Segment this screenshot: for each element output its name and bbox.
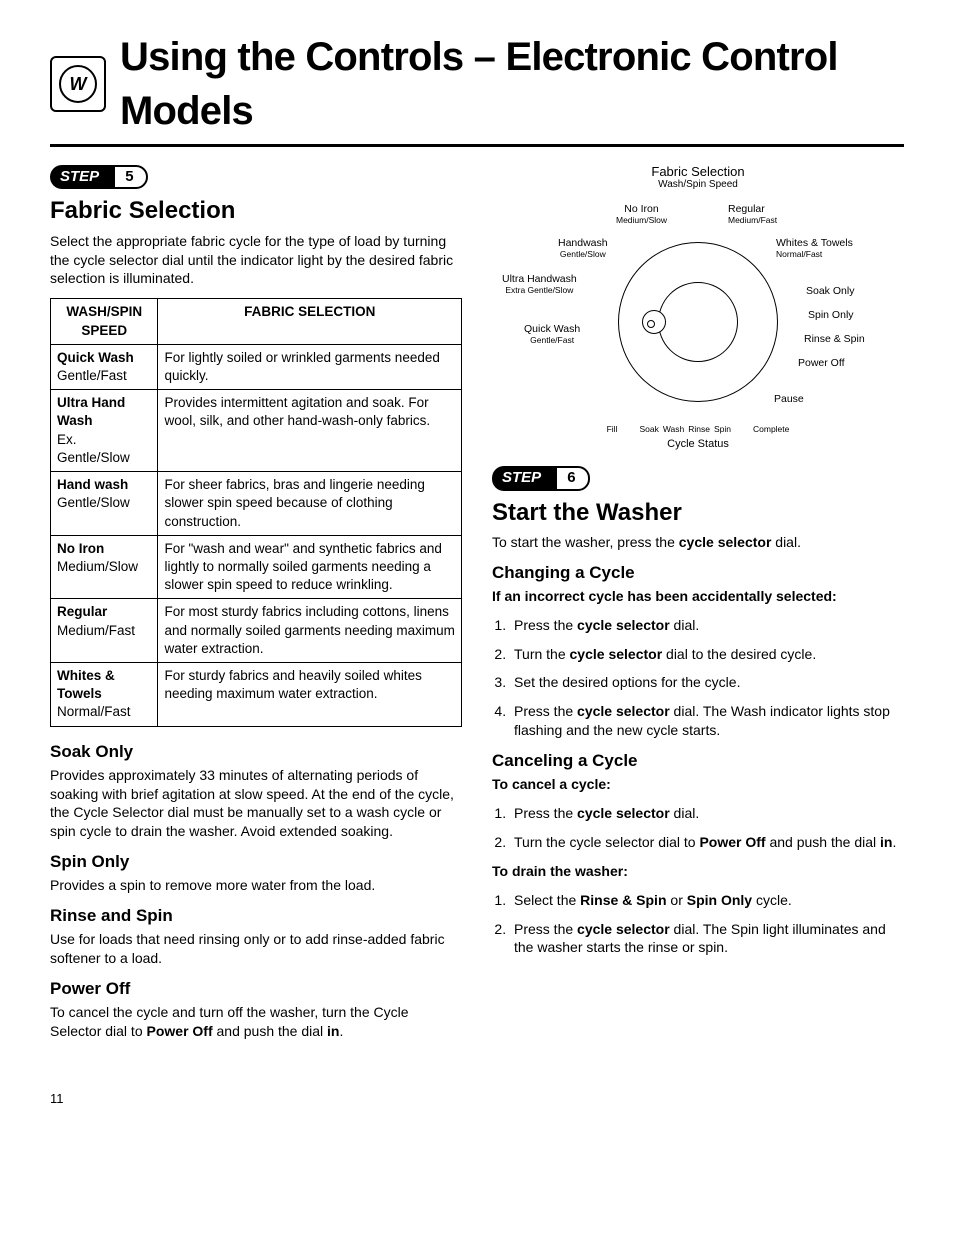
step-label: STEP (492, 466, 557, 490)
list-item: Press the cycle selector dial. The Spin … (510, 920, 904, 958)
changing-cycle-heading: Changing a Cycle (492, 562, 904, 585)
dial-label: Quick WashGentle/Fast (524, 324, 580, 345)
page-title: Using the Controls – Electronic Control … (120, 30, 904, 138)
left-column: STEP 5 Fabric Selection Select the appro… (50, 165, 462, 1050)
changing-cycle-sub: If an incorrect cycle has been accidenta… (492, 587, 904, 606)
list-item: Press the cycle selector dial. The Wash … (510, 702, 904, 740)
step-number: 5 (111, 165, 147, 189)
table-row: Quick WashGentle/FastFor lightly soiled … (51, 344, 462, 389)
list-item: Turn the cycle selector dial to Power Of… (510, 833, 904, 852)
fabric-selection-intro: Select the appropriate fabric cycle for … (50, 232, 462, 289)
fabric-table: WASH/SPIN SPEED FABRIC SELECTION Quick W… (50, 298, 462, 726)
dial-label: Power Off (798, 358, 845, 370)
washer-icon-inner (59, 65, 97, 103)
sub-heading: Soak Only (50, 741, 462, 764)
drain-list: Select the Rinse & Spin or Spin Only cyc… (510, 891, 904, 958)
status-item: Rinse (688, 425, 710, 434)
cell-desc: Provides intermittent agitation and soak… (158, 390, 462, 472)
sub-heading: Power Off (50, 978, 462, 1001)
sub-heading: Spin Only (50, 851, 462, 874)
dial-label: Pause (774, 394, 804, 406)
status-item: Fill (607, 425, 618, 434)
page-header: Using the Controls – Electronic Control … (50, 30, 904, 147)
step-label: STEP (50, 165, 115, 189)
dial-label: Whites & TowelsNormal/Fast (776, 238, 853, 259)
table-row: Ultra Hand WashEx. Gentle/SlowProvides i… (51, 390, 462, 472)
status-item: Wash (663, 425, 684, 434)
canceling-cycle-list: Press the cycle selector dial. Turn the c… (510, 804, 904, 852)
sub-body: Provides a spin to remove more water fro… (50, 876, 462, 895)
dial-label: Spin Only (808, 310, 854, 322)
cell-desc: For sturdy fabrics and heavily soiled wh… (158, 663, 462, 727)
cell-speed: RegularMedium/Fast (51, 599, 158, 663)
dial-area: No IronMedium/SlowHandwashGentle/SlowUlt… (508, 194, 888, 454)
page-number: 11 (50, 1090, 904, 1108)
dial-label: No IronMedium/Slow (616, 204, 667, 225)
dial-inner-circle (658, 282, 738, 362)
dial-figure: Fabric Selection Wash/Spin Speed No Iron… (492, 165, 904, 454)
step6-badge: STEP 6 (492, 466, 590, 490)
status-item: Spin (714, 425, 731, 434)
sub-body: To cancel the cycle and turn off the was… (50, 1003, 462, 1041)
cell-speed: Ultra Hand WashEx. Gentle/Slow (51, 390, 158, 472)
sub-body: Use for loads that need rinsing only or … (50, 930, 462, 968)
start-washer-intro: To start the washer, press the cycle sel… (492, 533, 904, 552)
cell-desc: For sheer fabrics, bras and lingerie nee… (158, 472, 462, 536)
washer-icon (50, 56, 106, 112)
dial-subtitle: Wash/Spin Speed (492, 179, 904, 190)
list-item: Press the cycle selector dial. (510, 804, 904, 823)
cell-speed: Quick WashGentle/Fast (51, 344, 158, 389)
dial-label: HandwashGentle/Slow (558, 238, 608, 259)
canceling-cycle-sub: To cancel a cycle: (492, 775, 904, 794)
dial-label: Soak Only (806, 286, 854, 298)
text-bold: cycle selector (679, 534, 772, 550)
cell-desc: For "wash and wear" and synthetic fabric… (158, 535, 462, 599)
list-item: Set the desired options for the cycle. (510, 673, 904, 692)
canceling-cycle-heading: Canceling a Cycle (492, 750, 904, 773)
table-header-fabric: FABRIC SELECTION (158, 299, 462, 344)
changing-cycle-list: Press the cycle selector dial. Turn the c… (510, 616, 904, 740)
cell-speed: Whites & TowelsNormal/Fast (51, 663, 158, 727)
cell-speed: No IronMedium/Slow (51, 535, 158, 599)
list-item: Press the cycle selector dial. (510, 616, 904, 635)
fabric-selection-heading: Fabric Selection (50, 195, 462, 227)
table-row: No IronMedium/SlowFor "wash and wear" an… (51, 535, 462, 599)
sub-heading: Rinse and Spin (50, 905, 462, 928)
cell-desc: For most sturdy fabrics including cotton… (158, 599, 462, 663)
dial-label: Ultra HandwashExtra Gentle/Slow (502, 274, 577, 295)
dial-label: Rinse & Spin (804, 334, 865, 346)
drain-sub: To drain the washer: (492, 862, 904, 881)
text: dial. (771, 534, 801, 550)
right-column: Fabric Selection Wash/Spin Speed No Iron… (492, 165, 904, 1050)
sub-body: Provides approximately 33 minutes of alt… (50, 766, 462, 842)
list-item: Turn the cycle selector dial to the desi… (510, 645, 904, 664)
step5-badge: STEP 5 (50, 165, 148, 189)
status-items: Fill Soak Wash Rinse Spin Complete (508, 425, 888, 434)
table-row: Hand washGentle/SlowFor sheer fabrics, b… (51, 472, 462, 536)
cell-desc: For lightly soiled or wrinkled garments … (158, 344, 462, 389)
cell-speed: Hand washGentle/Slow (51, 472, 158, 536)
cycle-status-label: Cycle Status (508, 438, 888, 450)
table-header-speed: WASH/SPIN SPEED (51, 299, 158, 344)
table-row: RegularMedium/FastFor most sturdy fabric… (51, 599, 462, 663)
step-number: 6 (553, 466, 589, 490)
table-row: Whites & TowelsNormal/FastFor sturdy fab… (51, 663, 462, 727)
status-item: Soak (639, 425, 658, 434)
dial-label: RegularMedium/Fast (728, 204, 777, 225)
text: To start the washer, press the (492, 534, 679, 550)
dial-title: Fabric Selection (492, 165, 904, 179)
content-columns: STEP 5 Fabric Selection Select the appro… (50, 165, 904, 1050)
start-washer-heading: Start the Washer (492, 497, 904, 529)
status-item: Complete (753, 425, 789, 434)
list-item: Select the Rinse & Spin or Spin Only cyc… (510, 891, 904, 910)
